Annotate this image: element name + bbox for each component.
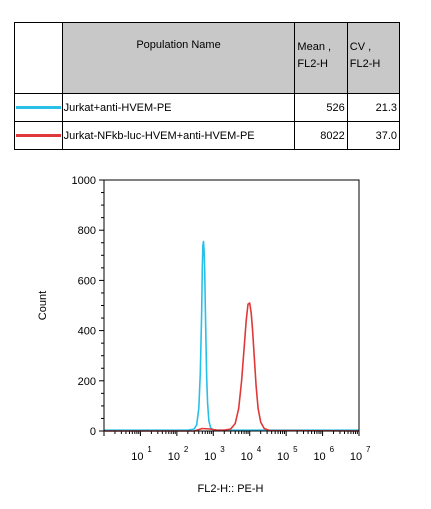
y-tick-label: 600 — [78, 275, 96, 287]
mean-value: 526 — [294, 93, 348, 122]
plot-frame — [103, 179, 360, 432]
x-tick-label: 10 — [313, 451, 325, 463]
x-tick-label: 10 — [168, 451, 180, 463]
header-cv-line1: CV , — [349, 41, 372, 53]
x-tick-label: 10 — [131, 451, 143, 463]
y-tick-label: 200 — [78, 376, 96, 388]
y-tick-label: 1000 — [72, 175, 96, 187]
x-tick-exponent: 4 — [257, 445, 262, 454]
cv-value: 21.3 — [346, 93, 401, 122]
population-name: Jurkat-NFkb-luc-HVEM+anti-HVEM-PE — [61, 121, 296, 150]
chart-series — [104, 240, 360, 432]
x-tick-exponent: 3 — [220, 445, 225, 454]
y-tick-label: 800 — [78, 225, 96, 237]
y-tick-label: 0 — [90, 426, 96, 438]
series-color-swatch — [16, 106, 61, 109]
axis-tick-labels: 0 200 400 600 800 1000 10 1 10 2 10 3 10 4 10 5 10 6 10 7 — [72, 175, 371, 463]
mean-value: 8022 — [294, 121, 348, 150]
stats-table: Population Name Mean , FL2-H CV , FL2-H … — [14, 22, 401, 150]
histogram-series-line — [104, 302, 360, 432]
x-tick-exponent: 1 — [147, 445, 152, 454]
table-row: Jurkat+anti-HVEM-PE 526 21.3 — [14, 93, 401, 122]
x-tick-label: 10 — [204, 451, 216, 463]
y-axis-title: Count — [37, 291, 49, 320]
header-cv-line2: FL2-H — [349, 58, 381, 70]
series-color-swatch — [16, 134, 61, 137]
header-mean: Mean , FL2-H — [294, 22, 348, 94]
table-row: Jurkat-NFkb-luc-HVEM+anti-HVEM-PE 8022 3… — [14, 121, 401, 150]
header-cv: CV , FL2-H — [346, 22, 401, 94]
x-tick-label: 10 — [277, 451, 289, 463]
header-mean-line1: Mean , — [297, 41, 332, 53]
x-tick-label: 10 — [241, 451, 253, 463]
x-tick-exponent: 2 — [184, 445, 189, 454]
x-axis-title: FL2-H:: PE-H — [197, 483, 263, 495]
cv-value: 37.0 — [346, 121, 401, 150]
series-swatch-cell — [14, 93, 63, 122]
header-mean-line2: FL2-H — [297, 58, 328, 70]
series-swatch-cell — [14, 121, 63, 150]
axis-ticks — [99, 179, 360, 436]
histogram-series-line — [104, 240, 359, 432]
population-name: Jurkat+anti-HVEM-PE — [61, 93, 296, 122]
x-tick-label: 10 — [350, 451, 362, 463]
x-tick-exponent: 7 — [366, 445, 371, 454]
x-tick-exponent: 6 — [330, 445, 335, 454]
x-tick-exponent: 5 — [293, 445, 298, 454]
y-tick-label: 400 — [78, 326, 96, 338]
header-blank-cell — [14, 22, 63, 94]
